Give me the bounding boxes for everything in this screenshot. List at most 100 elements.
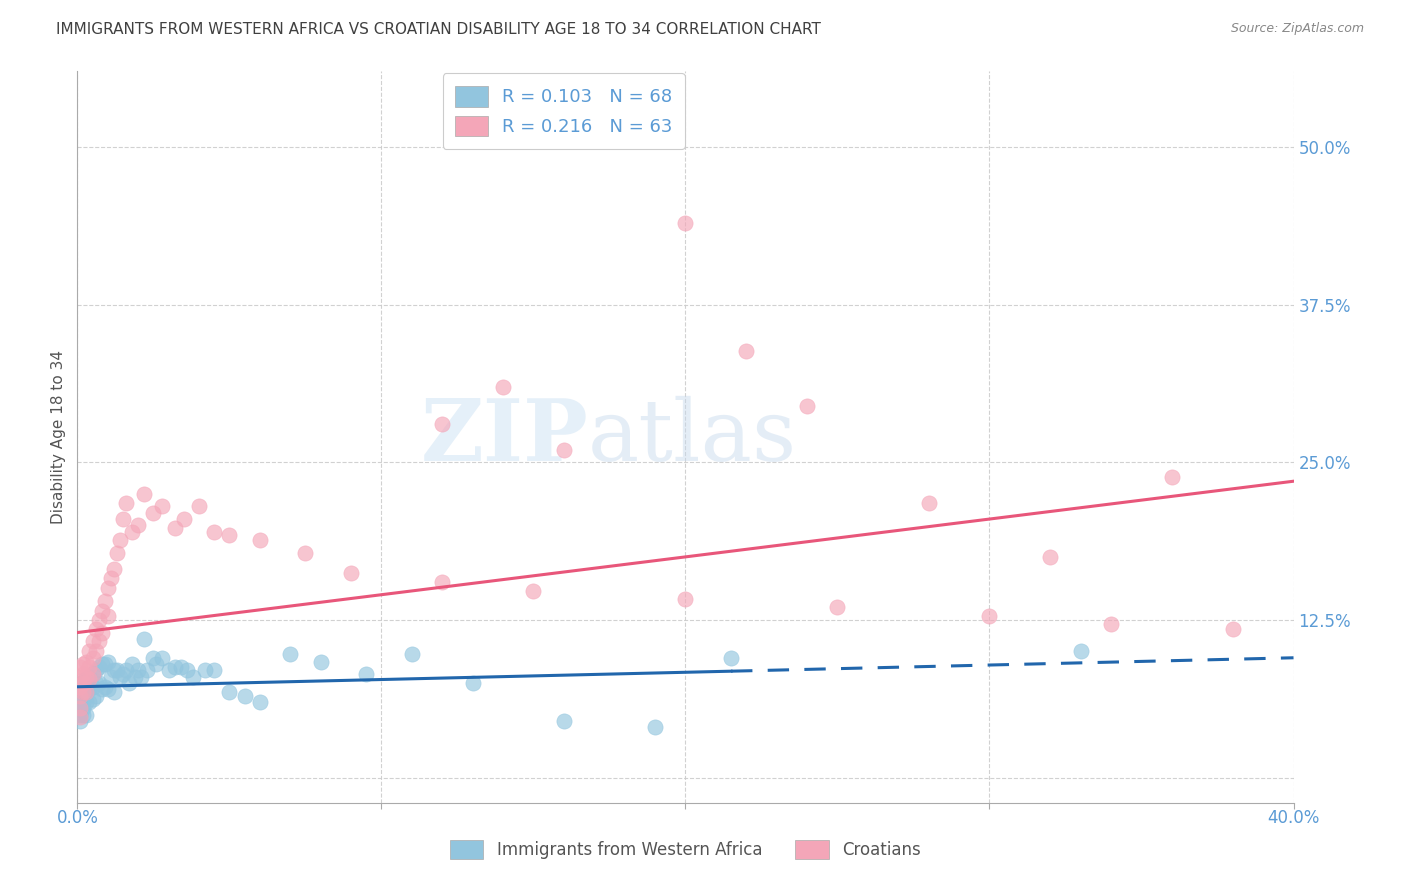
- Point: [79, 644, 101, 658]
- Point: [124, 670, 146, 684]
- Point: [105, 546, 128, 560]
- Point: [720, 650, 742, 665]
- Point: [100, 670, 122, 684]
- Point: [735, 344, 758, 359]
- Point: [111, 512, 134, 526]
- Point: [84, 676, 107, 690]
- Point: [79, 682, 101, 697]
- Point: [127, 664, 149, 678]
- Point: [115, 496, 138, 510]
- Point: [79, 695, 101, 709]
- Point: [72, 657, 94, 671]
- Text: ZIP: ZIP: [420, 395, 588, 479]
- Point: [134, 632, 156, 646]
- Point: [108, 533, 131, 548]
- Text: Source: ZipAtlas.com: Source: ZipAtlas.com: [1230, 22, 1364, 36]
- Point: [84, 689, 107, 703]
- Point: [69, 659, 91, 673]
- Text: 0.0%: 0.0%: [56, 809, 98, 827]
- Point: [163, 659, 186, 673]
- Point: [93, 594, 115, 608]
- Point: [72, 685, 94, 699]
- Point: [340, 566, 363, 581]
- Point: [90, 604, 112, 618]
- Point: [121, 657, 143, 671]
- Text: IMMIGRANTS FROM WESTERN AFRICA VS CROATIAN DISABILITY AGE 18 TO 34 CORRELATION C: IMMIGRANTS FROM WESTERN AFRICA VS CROATI…: [56, 22, 821, 37]
- Point: [202, 664, 225, 678]
- Point: [72, 707, 94, 722]
- Point: [69, 695, 91, 709]
- Point: [103, 685, 125, 699]
- Point: [82, 667, 104, 681]
- Point: [93, 657, 115, 671]
- Point: [188, 500, 211, 514]
- Point: [115, 664, 138, 678]
- Point: [1099, 616, 1122, 631]
- Point: [522, 583, 544, 598]
- Point: [142, 506, 165, 520]
- Point: [181, 670, 204, 684]
- Point: [979, 609, 1001, 624]
- Point: [827, 600, 849, 615]
- Point: [75, 685, 97, 699]
- Point: [218, 685, 240, 699]
- Point: [249, 695, 271, 709]
- Point: [430, 575, 453, 590]
- Point: [72, 676, 94, 690]
- Point: [202, 524, 225, 539]
- Point: [97, 582, 120, 596]
- Point: [72, 685, 94, 699]
- Point: [461, 676, 484, 690]
- Point: [97, 682, 120, 697]
- Point: [69, 710, 91, 724]
- Point: [152, 500, 174, 514]
- Point: [69, 685, 91, 699]
- Point: [170, 659, 193, 673]
- Point: [103, 664, 125, 678]
- Point: [134, 487, 156, 501]
- Point: [69, 701, 91, 715]
- Point: [69, 701, 91, 715]
- Point: [129, 670, 152, 684]
- Point: [918, 496, 941, 510]
- Point: [430, 417, 453, 432]
- Point: [492, 379, 515, 393]
- Point: [145, 657, 167, 671]
- Point: [553, 442, 575, 457]
- Point: [69, 676, 91, 690]
- Point: [72, 695, 94, 709]
- Point: [72, 676, 94, 690]
- Point: [142, 650, 165, 665]
- Point: [111, 667, 134, 681]
- Point: [72, 701, 94, 715]
- Point: [87, 676, 110, 690]
- Point: [118, 676, 141, 690]
- Point: [553, 714, 575, 728]
- Point: [75, 670, 97, 684]
- Point: [103, 562, 125, 576]
- Point: [79, 670, 101, 684]
- Point: [163, 521, 186, 535]
- Point: [108, 670, 131, 684]
- Point: [69, 689, 91, 703]
- Point: [75, 685, 97, 699]
- Point: [75, 655, 97, 669]
- Point: [121, 524, 143, 539]
- Point: [90, 682, 112, 697]
- Point: [90, 657, 112, 671]
- Point: [82, 634, 104, 648]
- Text: atlas: atlas: [588, 395, 797, 479]
- Point: [194, 664, 217, 678]
- Point: [1070, 644, 1092, 658]
- Point: [79, 659, 101, 673]
- Legend: Immigrants from Western Africa, Croatians: Immigrants from Western Africa, Croatian…: [441, 831, 929, 868]
- Point: [401, 647, 423, 661]
- Point: [644, 720, 666, 734]
- Point: [173, 512, 195, 526]
- Point: [82, 680, 104, 694]
- Point: [294, 546, 316, 560]
- Point: [75, 707, 97, 722]
- Point: [69, 680, 91, 694]
- Point: [87, 634, 110, 648]
- Point: [796, 399, 818, 413]
